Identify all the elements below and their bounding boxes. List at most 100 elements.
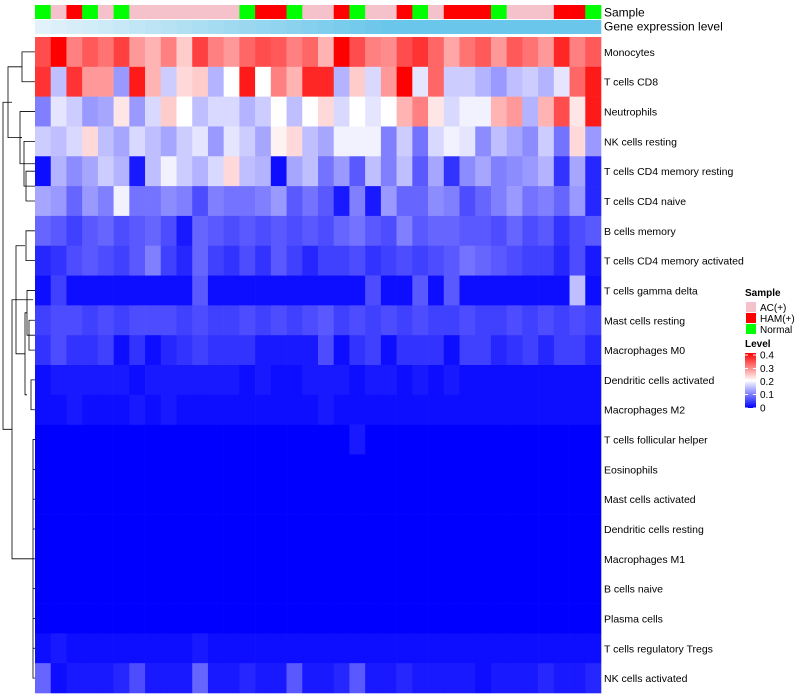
heatmap-cell	[192, 215, 209, 247]
heatmap-cell	[428, 543, 445, 575]
heatmap-cell	[538, 245, 555, 276]
heatmap-cell	[585, 305, 602, 336]
heatmap-cell	[160, 186, 177, 217]
heatmap-cell	[522, 275, 539, 306]
heatmap-cell	[66, 335, 83, 366]
heatmap-cell	[50, 186, 67, 217]
heatmap-cell	[176, 37, 193, 68]
heatmap-cell	[97, 156, 114, 187]
heatmap-cell	[569, 573, 586, 604]
heatmap-cell	[223, 156, 240, 187]
sample-annotation-cell	[443, 5, 460, 19]
heatmap-cell	[160, 215, 177, 247]
row-label: Macrophages M2	[604, 405, 685, 417]
heatmap-cell	[239, 603, 256, 634]
heatmap-cell	[270, 633, 287, 664]
sample-annotation-cell	[176, 5, 193, 19]
heatmap-cell	[585, 126, 602, 157]
heatmap-cell	[192, 186, 209, 217]
heatmap-cell	[365, 37, 382, 68]
heatmap-cell	[160, 484, 177, 515]
heatmap-cell	[270, 603, 287, 634]
heatmap-cell	[223, 484, 240, 515]
heatmap-cell	[490, 96, 507, 127]
heatmap-cell	[82, 603, 99, 634]
heatmap-cell	[318, 514, 335, 545]
sample-annotation-cell	[97, 5, 114, 19]
heatmap-cell	[585, 663, 602, 694]
heatmap-cell	[97, 663, 114, 694]
heatmap-cell	[223, 245, 240, 276]
heatmap-cell	[286, 424, 303, 455]
gene-expression-annotation-cell	[302, 20, 319, 34]
heatmap-cell	[239, 305, 256, 336]
heatmap-cell	[459, 186, 476, 217]
heatmap-cell	[569, 484, 586, 515]
heatmap-cell	[255, 215, 272, 247]
heatmap-cell	[412, 543, 429, 575]
heatmap-cell	[66, 663, 83, 694]
heatmap-cell	[365, 454, 382, 485]
row-label: B cells memory	[604, 226, 677, 238]
sample-annotation-cell	[412, 5, 429, 19]
heatmap-cell	[569, 365, 586, 396]
heatmap-cell	[50, 663, 67, 694]
heatmap-cell	[270, 394, 287, 425]
heatmap-cell	[286, 484, 303, 515]
heatmap-cell	[302, 394, 319, 425]
heatmap-cell	[333, 454, 350, 485]
heatmap-cell	[412, 96, 429, 127]
heatmap-cell	[428, 245, 445, 276]
heatmap-cell	[380, 514, 397, 545]
heatmap-cell	[553, 305, 570, 336]
heatmap-cell	[349, 365, 366, 396]
heatmap-cell	[412, 335, 429, 366]
heatmap-cell	[82, 305, 99, 336]
heatmap-cell	[66, 156, 83, 187]
heatmap-cell	[82, 186, 99, 217]
heatmap-cell	[35, 275, 52, 306]
heatmap-cell	[396, 484, 413, 515]
heatmap-cell	[82, 275, 99, 306]
heatmap-cell	[270, 66, 287, 97]
heatmap-cell	[396, 454, 413, 485]
heatmap-cell	[333, 305, 350, 336]
heatmap-cell	[318, 215, 335, 247]
heatmap-cell	[239, 543, 256, 575]
heatmap-cell	[475, 394, 492, 425]
heatmap-cell	[302, 37, 319, 68]
heatmap-cell	[113, 215, 130, 247]
heatmap-cell	[113, 543, 130, 575]
heatmap-cell	[286, 573, 303, 604]
heatmap-cell	[538, 335, 555, 366]
heatmap-cell	[569, 424, 586, 455]
heatmap-cell	[506, 305, 523, 336]
heatmap-cell	[270, 305, 287, 336]
heatmap-cell	[207, 126, 224, 157]
heatmap-cell	[412, 394, 429, 425]
heatmap-cell	[113, 603, 130, 634]
heatmap-cell	[160, 394, 177, 425]
heatmap-cell	[50, 275, 67, 306]
heatmap-cell	[207, 424, 224, 455]
heatmap-cell	[585, 335, 602, 366]
heatmap-cell	[255, 603, 272, 634]
row-label: T cells CD4 memory activated	[604, 256, 744, 268]
sample-annotation-cell	[35, 5, 52, 19]
heatmap-cell	[176, 305, 193, 336]
heatmap-cell	[585, 573, 602, 604]
heatmap-cell	[176, 186, 193, 217]
heatmap-cell	[522, 484, 539, 515]
heatmap-cell	[428, 335, 445, 366]
heatmap-cell	[380, 96, 397, 127]
heatmap-cell	[82, 365, 99, 396]
heatmap-cell	[349, 186, 366, 217]
heatmap-cell	[302, 663, 319, 694]
heatmap-cell	[192, 603, 209, 634]
heatmap-cell	[50, 37, 67, 68]
heatmap-cell	[160, 335, 177, 366]
heatmap-cell	[538, 603, 555, 634]
heatmap-cell	[255, 275, 272, 306]
dendrogram-branch	[30, 379, 35, 411]
heatmap-cell	[66, 126, 83, 157]
